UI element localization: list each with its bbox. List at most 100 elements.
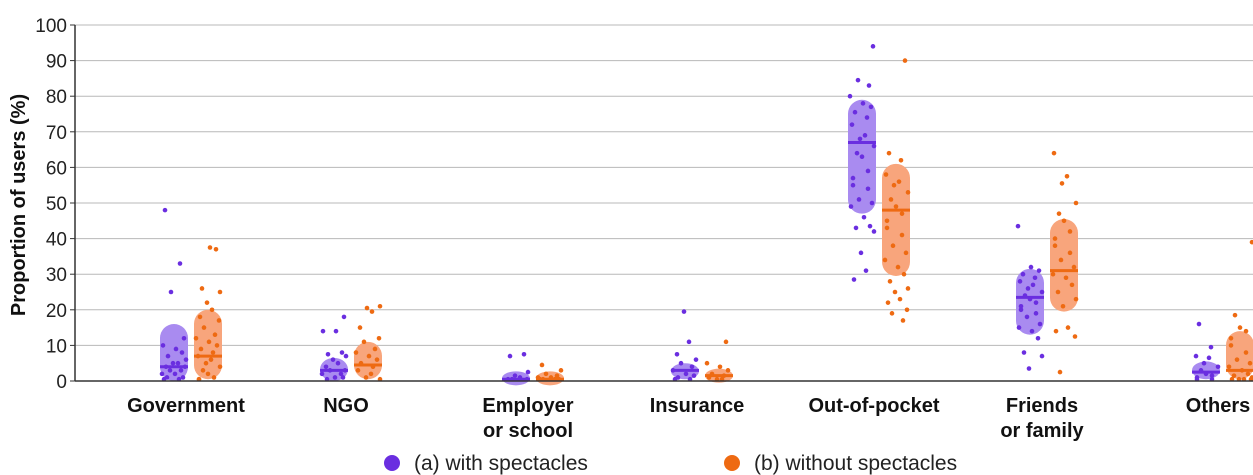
data-point <box>175 360 181 366</box>
data-point <box>543 371 549 377</box>
data-point <box>180 375 186 380</box>
data-point <box>856 197 862 202</box>
data-point <box>683 371 689 377</box>
data-point <box>1226 364 1232 370</box>
data-point <box>1033 311 1039 316</box>
data-point <box>372 346 378 352</box>
data-point <box>165 353 171 359</box>
data-point <box>205 371 211 377</box>
y-tick-label: 70 <box>46 123 67 144</box>
data-point <box>851 277 857 282</box>
y-tick-label: 60 <box>46 158 67 179</box>
data-point <box>871 229 877 234</box>
category-label: NGO <box>323 395 369 417</box>
data-point <box>1039 289 1045 295</box>
data-point <box>335 360 341 366</box>
data-point <box>1050 271 1056 277</box>
data-point <box>862 133 868 138</box>
y-tick-label: 40 <box>46 230 67 251</box>
data-point <box>1247 360 1253 366</box>
data-point <box>1243 350 1249 355</box>
data-point <box>895 264 901 270</box>
median-lines <box>160 140 1253 381</box>
data-point <box>208 357 214 362</box>
data-point <box>1061 218 1067 224</box>
data-point <box>860 101 866 106</box>
data-point <box>863 268 869 273</box>
gridlines <box>70 24 1253 382</box>
data-point <box>363 375 369 380</box>
data-point <box>1036 268 1042 273</box>
data-point <box>203 360 209 366</box>
data-point <box>1037 321 1043 327</box>
data-point <box>1231 373 1237 378</box>
data-point <box>1206 355 1212 361</box>
data-point <box>854 150 860 156</box>
data-point <box>889 311 895 316</box>
data-point <box>204 300 210 305</box>
data-point <box>905 190 911 195</box>
data-point <box>340 375 346 380</box>
data-point <box>1053 328 1059 334</box>
category-label: Friends or family <box>1000 395 1084 442</box>
category-label: Out-of-pocket <box>808 395 939 417</box>
data-point <box>1249 239 1253 245</box>
y-tick-label: 90 <box>46 52 67 73</box>
data-point <box>882 257 888 263</box>
data-point <box>333 328 339 334</box>
data-point <box>554 373 560 378</box>
data-point <box>216 318 222 323</box>
data-point <box>870 44 876 49</box>
data-point <box>1017 279 1023 284</box>
data-point <box>890 243 896 249</box>
data-point <box>1060 303 1066 309</box>
data-point <box>723 339 729 345</box>
data-point <box>211 375 217 380</box>
data-point <box>1193 353 1199 359</box>
data-point <box>1029 328 1035 334</box>
data-point <box>850 175 856 181</box>
data-point <box>717 364 723 370</box>
data-point <box>887 279 893 284</box>
data-point <box>217 364 223 370</box>
y-axis-label: Proportion of users (%) <box>8 94 30 316</box>
data-point <box>168 289 174 295</box>
data-point <box>1071 264 1077 270</box>
data-point <box>210 350 216 355</box>
data-point <box>330 357 336 362</box>
data-point <box>864 115 870 120</box>
data-point <box>847 93 853 99</box>
data-point <box>1016 325 1022 330</box>
data-point <box>1051 150 1057 156</box>
data-point <box>868 104 874 110</box>
data-point <box>850 182 856 188</box>
data-point <box>1232 312 1238 318</box>
data-point <box>888 197 894 202</box>
y-tick-labels: 0 10 20 30 40 50 60 70 80 90 100 <box>35 16 67 393</box>
data-point <box>172 371 178 377</box>
data-point <box>1018 307 1024 313</box>
data-point <box>1021 350 1027 355</box>
data-point <box>1243 328 1249 334</box>
data-point <box>1237 325 1243 330</box>
data-point <box>183 357 189 362</box>
category-label: Insurance <box>650 395 744 417</box>
data-point <box>678 360 684 366</box>
y-tick-label: 50 <box>46 194 67 215</box>
data-point <box>162 207 168 213</box>
data-point <box>871 143 877 149</box>
data-point <box>1039 353 1045 359</box>
data-point <box>201 325 207 330</box>
data-point <box>1234 357 1240 362</box>
data-point <box>368 371 374 377</box>
data-point <box>369 309 375 314</box>
data-point <box>861 214 867 220</box>
iqr-bands <box>160 99 1253 386</box>
data-point <box>1209 373 1215 378</box>
data-point <box>1028 264 1034 270</box>
data-point <box>1059 181 1065 186</box>
y-tick-label: 0 <box>56 372 67 393</box>
data-point <box>849 122 855 127</box>
data-point <box>681 309 687 314</box>
data-point <box>1063 275 1069 281</box>
